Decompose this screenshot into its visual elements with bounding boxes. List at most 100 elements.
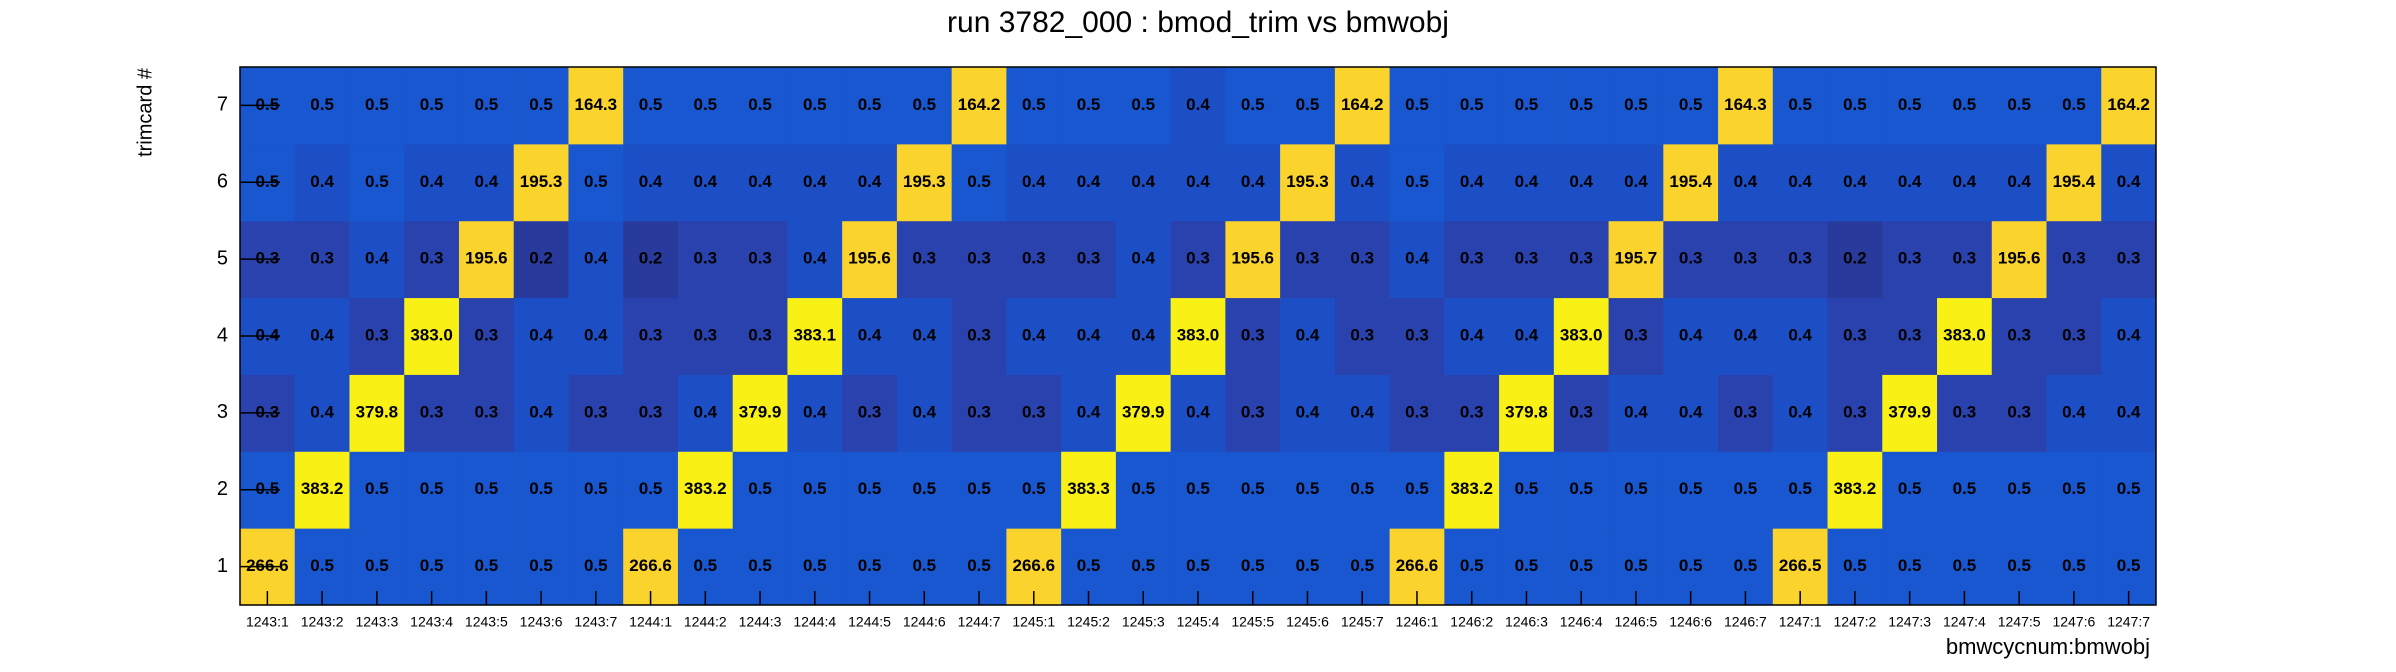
cell-label: 0.5 <box>1405 95 1429 114</box>
heatmap-cell <box>349 220 405 299</box>
y-tick-label: 7 <box>217 94 228 116</box>
cell-label: 0.3 <box>967 402 991 421</box>
cell-label: 195.6 <box>1998 249 2041 268</box>
cell-label: 0.4 <box>256 325 280 344</box>
x-tick-label: 1247:4 <box>1943 614 1986 630</box>
x-tick-label: 1247:2 <box>1834 614 1877 630</box>
heatmap-cell <box>677 297 734 375</box>
heatmap-cell <box>1499 220 1555 299</box>
heatmap-cell <box>568 67 624 145</box>
heatmap-cell <box>2101 143 2157 222</box>
x-tick-label: 1244:2 <box>684 614 727 630</box>
x-tick-label: 1244:3 <box>739 614 782 630</box>
cell-label: 0.4 <box>1898 172 1922 191</box>
heatmap-cell <box>1937 67 1993 145</box>
cell-label: 195.3 <box>903 172 946 191</box>
cell-label: 195.6 <box>465 249 508 268</box>
cell-label: 0.3 <box>1077 249 1101 268</box>
cell-label: 0.3 <box>1679 249 1703 268</box>
cell-label: 0.5 <box>803 95 827 114</box>
cell-label: 0.4 <box>1131 325 1155 344</box>
cell-label: 0.5 <box>1077 95 1101 114</box>
x-tick-label: 1245:6 <box>1286 614 1329 630</box>
cell-label: 0.4 <box>2117 172 2141 191</box>
cell-label: 0.4 <box>1077 325 1101 344</box>
cell-label: 0.3 <box>2007 402 2031 421</box>
cell-label: 0.4 <box>1460 325 1484 344</box>
x-tick-label: 1246:5 <box>1615 614 1658 630</box>
heatmap-cell <box>513 143 569 222</box>
y-axis-title: trimcard # <box>134 67 156 157</box>
cell-label: 0.5 <box>1569 95 1593 114</box>
cell-label: 0.5 <box>2117 479 2141 498</box>
heatmap-cell <box>842 374 898 452</box>
x-tick-label: 1245:2 <box>1067 614 1110 630</box>
cell-label: 0.5 <box>256 172 280 191</box>
heatmap-cell <box>1991 297 2048 375</box>
cell-label: 0.5 <box>967 556 991 575</box>
cell-label: 0.5 <box>1460 556 1484 575</box>
cell-label: 0.2 <box>1843 249 1867 268</box>
heatmap-cell <box>1444 451 1500 529</box>
heatmap-cell <box>732 297 788 375</box>
heatmap-cell <box>458 220 515 299</box>
heatmap-cell <box>1334 451 1391 529</box>
cell-label: 383.0 <box>1560 325 1603 344</box>
cell-label: 0.5 <box>967 172 991 191</box>
heatmap-cell <box>1991 220 2048 299</box>
cell-label: 0.4 <box>2117 325 2141 344</box>
cell-label: 0.4 <box>420 172 444 191</box>
cell-label: 0.5 <box>1953 479 1977 498</box>
heatmap-cell <box>1334 67 1391 145</box>
heatmap-cell <box>568 374 624 452</box>
cell-label: 0.5 <box>1241 556 1265 575</box>
cell-label: 0.3 <box>1241 325 1265 344</box>
heatmap-cell <box>2046 451 2102 529</box>
cell-label: 0.4 <box>1186 95 1210 114</box>
x-tick-label: 1243:3 <box>355 614 398 630</box>
cell-label: 0.3 <box>475 402 499 421</box>
heatmap-cell <box>1553 67 1610 145</box>
cell-label: 0.5 <box>1241 479 1265 498</box>
cell-label: 0.3 <box>1569 249 1593 268</box>
cell-label: 0.4 <box>912 402 936 421</box>
heatmap-cell <box>1882 374 1938 452</box>
heatmap-cell <box>896 67 953 145</box>
cell-label: 0.3 <box>748 325 772 344</box>
heatmap-cell <box>1663 220 1719 299</box>
heatmap-cell <box>1170 374 1226 452</box>
cell-label: 0.5 <box>365 172 389 191</box>
cell-label: 195.4 <box>1669 172 1712 191</box>
heatmap-cell <box>1389 67 1445 145</box>
heatmap-cell <box>1663 143 1719 222</box>
cell-label: 0.4 <box>1734 325 1758 344</box>
heatmap-cell <box>787 220 843 299</box>
cell-label: 0.5 <box>2007 479 2031 498</box>
cell-label: 266.6 <box>246 556 289 575</box>
cell-label: 0.4 <box>1515 325 1539 344</box>
cell-label: 0.5 <box>365 95 389 114</box>
x-tick-label: 1247:3 <box>1888 614 1931 630</box>
cell-label: 0.3 <box>1843 325 1867 344</box>
cell-label: 0.5 <box>693 556 717 575</box>
x-tick-label: 1243:7 <box>574 614 617 630</box>
heatmap-cell <box>1499 297 1555 375</box>
cell-label: 266.5 <box>1779 556 1822 575</box>
heatmap-cell <box>568 297 624 375</box>
heatmap-cell <box>1937 297 1993 375</box>
heatmap-cell <box>1882 297 1938 375</box>
cell-label: 0.5 <box>1843 556 1867 575</box>
heatmap-cell <box>1937 143 1993 222</box>
heatmap-cell <box>513 67 569 145</box>
x-tick-label: 1246:6 <box>1669 614 1712 630</box>
heatmap-cell <box>1772 297 1829 375</box>
heatmap-cell <box>1225 143 1281 222</box>
cell-label: 0.5 <box>1241 95 1265 114</box>
cell-label: 0.4 <box>529 325 553 344</box>
heatmap-cell <box>1115 374 1172 452</box>
heatmap-cell <box>951 451 1007 529</box>
heatmap-cell <box>1225 297 1281 375</box>
x-tick-label: 1246:4 <box>1560 614 1603 630</box>
cell-label: 0.5 <box>858 95 882 114</box>
